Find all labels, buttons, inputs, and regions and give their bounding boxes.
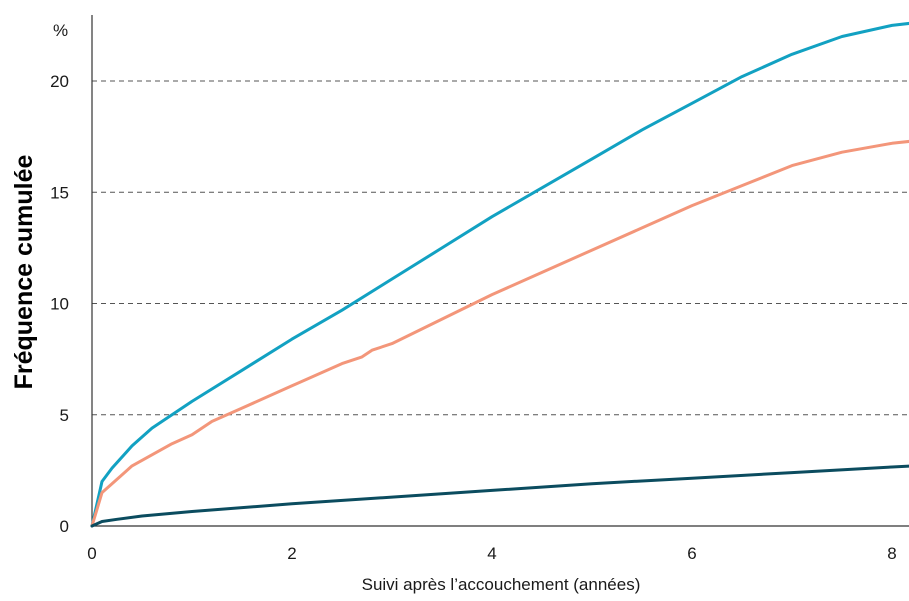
series-line-3 (90, 464, 909, 528)
y-tick-label: 20 (50, 72, 69, 91)
y-tick-label: 10 (50, 295, 69, 314)
x-tick-labels: 0 2 4 6 8 (87, 544, 896, 563)
y-unit-label: % (53, 21, 68, 40)
x-axis-title: Suivi après l’accouchement (années) (362, 575, 641, 594)
x-tick-label: 2 (287, 544, 296, 563)
x-tick-label: 6 (687, 544, 696, 563)
y-tick-label: 15 (50, 183, 69, 202)
series-line-2 (90, 139, 909, 528)
series-lines (90, 21, 909, 528)
y-tick-label: 0 (60, 517, 69, 536)
grid-lines (92, 80, 909, 416)
y-tick-labels: 0 5 10 15 20 (50, 72, 69, 536)
y-tick-label: 5 (60, 406, 69, 425)
x-tick-label: 0 (87, 544, 96, 563)
x-tick-label: 8 (887, 544, 896, 563)
y-axis-title: Fréquence cumulée (10, 155, 38, 390)
series-line-1 (90, 21, 909, 528)
x-tick-label: 4 (487, 544, 496, 563)
